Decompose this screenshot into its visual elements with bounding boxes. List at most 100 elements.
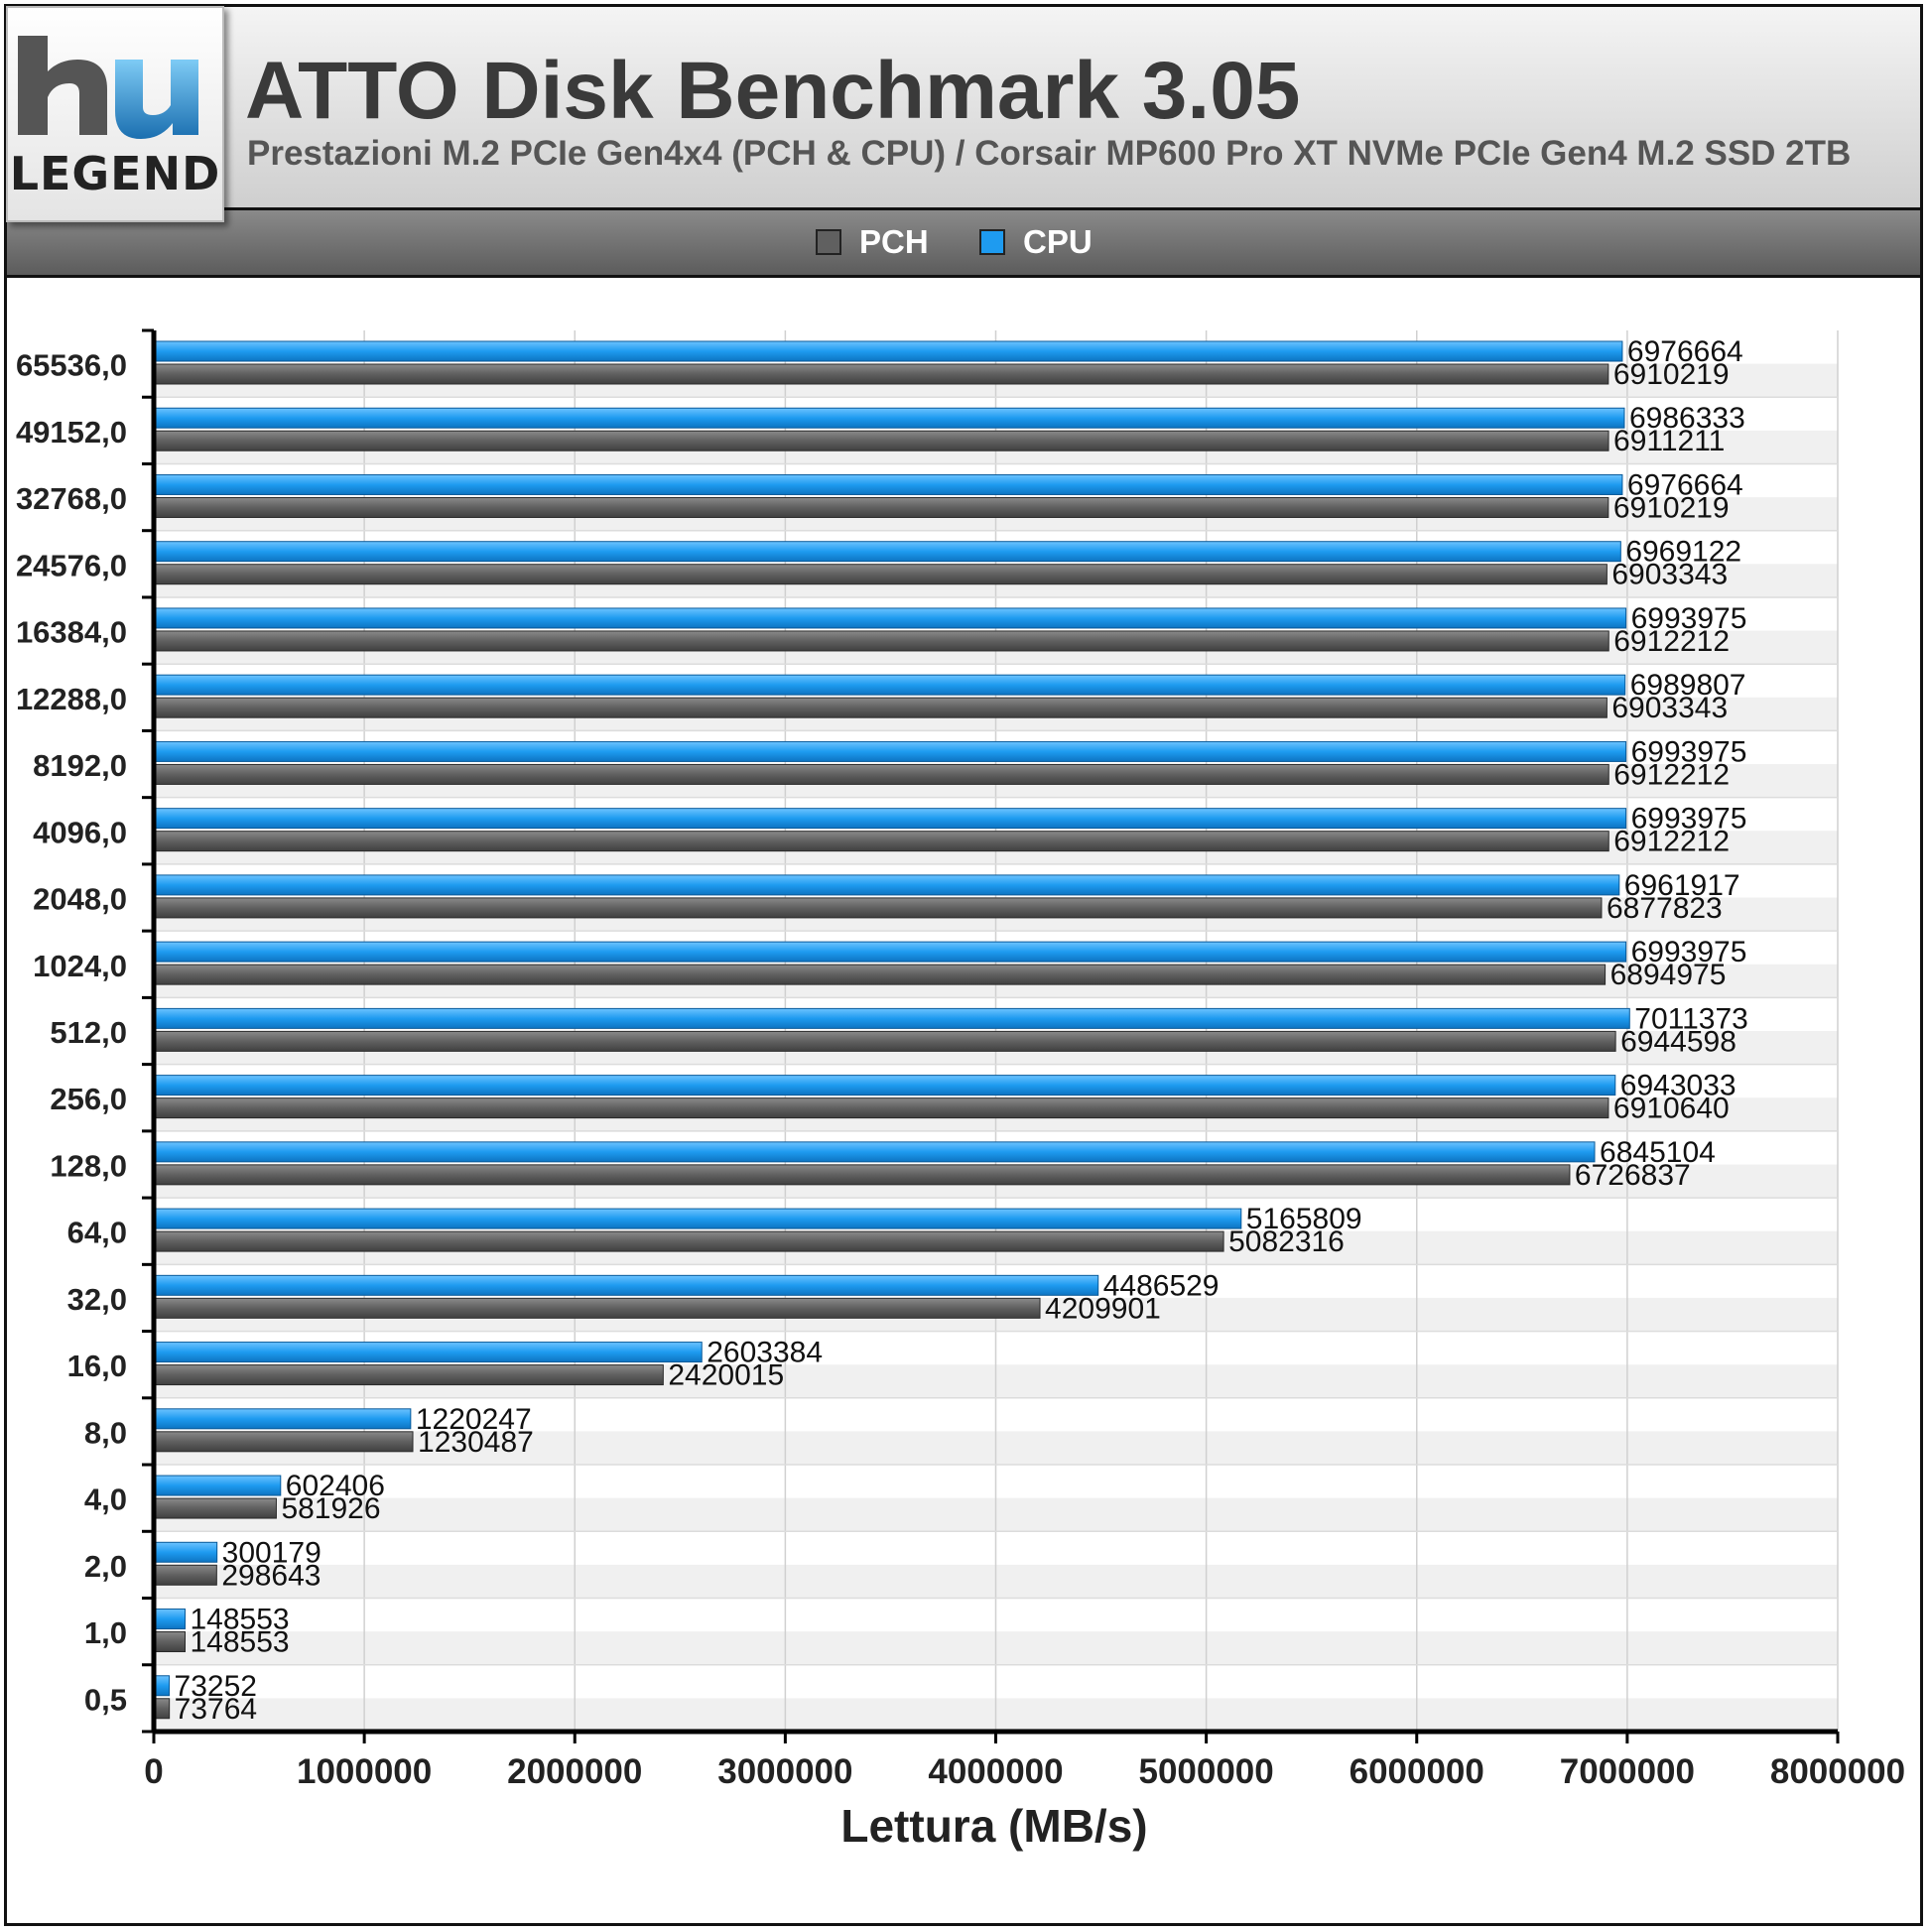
- y-tick-label: 1024,0: [33, 949, 127, 983]
- bar-cpu: [153, 941, 1627, 963]
- y-tick-label: 65536,0: [16, 348, 127, 383]
- data-label-cpu: 148553: [191, 1604, 290, 1636]
- data-label-pch: 6903343: [1611, 692, 1728, 724]
- y-tick-label: 2048,0: [33, 882, 127, 917]
- bar-cpu: [153, 674, 1626, 696]
- data-label-pch: 6911211: [1613, 425, 1725, 457]
- data-label-cpu: 6961917: [1624, 869, 1740, 902]
- data-label-pch: 6877823: [1607, 892, 1723, 925]
- bar-cpu: [153, 874, 1620, 896]
- bar-pch: [153, 697, 1608, 718]
- bar-pch: [153, 1631, 187, 1653]
- x-tick-label: 7000000: [1560, 1752, 1695, 1791]
- bar-pch: [153, 363, 1609, 385]
- bar-pch: [153, 763, 1609, 785]
- y-tick-label: 2,0: [84, 1549, 127, 1584]
- data-label-cpu: 6993975: [1631, 735, 1747, 768]
- page-title: ATTO Disk Benchmark 3.05: [245, 46, 1301, 136]
- x-tick-label: 6000000: [1350, 1752, 1484, 1791]
- bar-pch: [153, 1497, 277, 1519]
- data-label-pch: 6912212: [1613, 758, 1730, 791]
- data-label-pch: 4209901: [1045, 1292, 1161, 1325]
- logo-text: LEGEND: [9, 147, 221, 200]
- data-label-cpu: 6993975: [1631, 602, 1747, 635]
- x-axis-title: Lettura (MB/s): [840, 1800, 1147, 1852]
- data-label-pch: 6910219: [1613, 491, 1730, 524]
- data-label-pch: 6912212: [1613, 826, 1730, 858]
- site-logo: LEGEND: [6, 6, 224, 222]
- x-tick-label: 1000000: [297, 1752, 432, 1791]
- y-tick-label: 256,0: [50, 1082, 127, 1116]
- bar-pch: [153, 564, 1608, 585]
- bar-pch: [153, 1164, 1571, 1186]
- y-tick-label: 32768,0: [16, 481, 127, 516]
- y-tick-label: 128,0: [50, 1148, 127, 1183]
- x-tick-label: 5000000: [1138, 1752, 1273, 1791]
- data-label-pch: 148553: [191, 1626, 290, 1659]
- data-label-cpu: 5165809: [1246, 1203, 1362, 1235]
- y-tick-label: 16384,0: [16, 615, 127, 650]
- bar-pch: [153, 496, 1609, 518]
- data-label-cpu: 6993975: [1631, 803, 1747, 836]
- y-tick-label: 16,0: [67, 1349, 127, 1383]
- bar-cpu: [153, 1475, 282, 1496]
- data-label-cpu: 6986333: [1629, 402, 1745, 435]
- legend-label-pch: PCH: [859, 223, 929, 260]
- page-subtitle: Prestazioni M.2 PCIe Gen4x4 (PCH & CPU) …: [247, 134, 1852, 173]
- y-tick-label: 49152,0: [16, 415, 127, 450]
- bar-cpu: [153, 473, 1623, 495]
- data-label-pch: 6726837: [1575, 1159, 1691, 1192]
- bar-cpu: [153, 1541, 218, 1563]
- bar-cpu: [153, 1075, 1616, 1096]
- bar-cpu: [153, 740, 1627, 762]
- data-label-cpu: 6845104: [1600, 1136, 1716, 1169]
- data-label-pch: 6894975: [1610, 959, 1727, 991]
- data-label-cpu: 73252: [175, 1670, 257, 1703]
- bar-cpu: [153, 407, 1625, 429]
- x-tick-label: 8000000: [1770, 1752, 1905, 1791]
- y-tick-label: 0,5: [84, 1682, 127, 1717]
- bar-cpu: [153, 541, 1621, 563]
- bar-pch: [153, 897, 1603, 919]
- data-label-pch: 6903343: [1611, 559, 1728, 591]
- data-label-pch: 5082316: [1228, 1225, 1345, 1258]
- data-label-pch: 73764: [175, 1693, 257, 1726]
- data-label-cpu: 4486529: [1103, 1269, 1220, 1302]
- bar-pch: [153, 1431, 414, 1453]
- bar-cpu: [153, 607, 1627, 629]
- data-label-pch: 6910219: [1613, 358, 1730, 391]
- data-label-pch: 581926: [281, 1492, 380, 1525]
- data-label-pch: 2420015: [668, 1359, 784, 1392]
- y-tick-label: 24576,0: [16, 548, 127, 582]
- bar-cpu: [153, 1274, 1099, 1296]
- y-tick-label: 64,0: [67, 1216, 127, 1250]
- legend-swatch-pch: [816, 229, 841, 255]
- bar-cpu: [153, 1208, 1242, 1229]
- data-label-cpu: 2603384: [707, 1337, 823, 1369]
- bar-pch: [153, 964, 1607, 985]
- legend: PCH CPU: [4, 210, 1923, 278]
- data-label-pch: 1230487: [418, 1426, 534, 1459]
- bar-pch: [153, 1230, 1224, 1252]
- x-tick-label: 0: [144, 1752, 163, 1791]
- bar-pch: [153, 831, 1609, 852]
- data-label-pch: 6944598: [1620, 1025, 1737, 1058]
- y-tick-label: 4,0: [84, 1482, 127, 1517]
- data-label-cpu: 7011373: [1634, 1002, 1748, 1035]
- data-label-pch: 298643: [221, 1559, 321, 1592]
- bar-pch: [153, 430, 1609, 451]
- bar-pch: [153, 1030, 1616, 1052]
- y-tick-label: 1,0: [84, 1615, 127, 1650]
- legend-item-cpu: CPU: [979, 223, 1093, 260]
- bar-cpu: [153, 1609, 187, 1630]
- header-banner: ATTO Disk Benchmark 3.05 Prestazioni M.2…: [4, 4, 1923, 210]
- legend-swatch-cpu: [979, 229, 1005, 255]
- y-tick-label: 32,0: [67, 1282, 127, 1317]
- data-label-cpu: 6976664: [1627, 335, 1743, 368]
- bar-pch: [153, 1097, 1609, 1119]
- bar-cpu: [153, 1408, 412, 1430]
- data-label-pch: 6910640: [1613, 1093, 1730, 1125]
- data-label-cpu: 6969122: [1625, 536, 1741, 569]
- data-label-cpu: 6943033: [1620, 1070, 1737, 1102]
